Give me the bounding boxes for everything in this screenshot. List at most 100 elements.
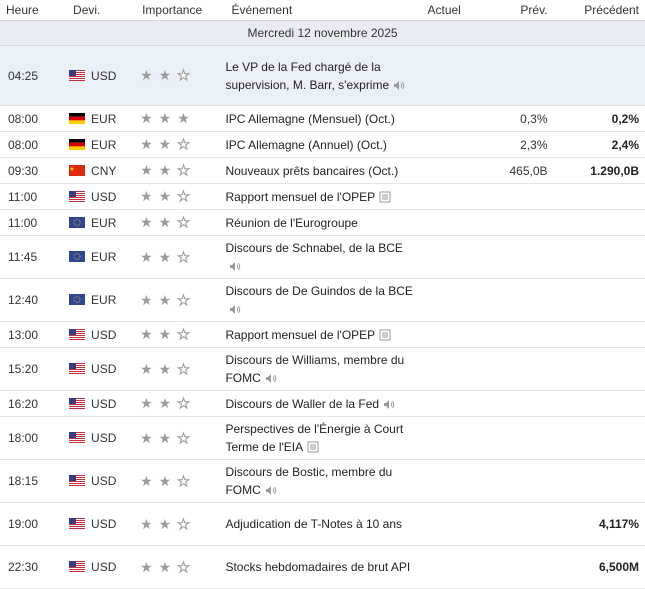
event-actual — [421, 545, 497, 589]
doc-icon[interactable] — [375, 190, 391, 204]
importance-star-icon: ★ — [140, 67, 153, 83]
event-row[interactable]: 15:20 USD ★ ★ ★ Discours de Williams, membre … — [0, 347, 645, 391]
speaker-icon[interactable] — [225, 302, 241, 316]
doc-icon[interactable] — [375, 328, 391, 342]
speaker-icon[interactable] — [261, 483, 277, 497]
event-row[interactable]: 08:00 EUR ★ ★ ★ IPC Allemagne (Mensuel) (Oct.… — [0, 105, 645, 132]
event-row[interactable]: 18:00 USD ★ ★ ★ Perspectives de l'Énergie à C… — [0, 416, 645, 460]
currency-code: USD — [91, 189, 117, 204]
importance-stars: ★ ★ ★ — [136, 459, 226, 503]
currency-code: USD — [91, 327, 117, 342]
event-cell[interactable]: Discours de Williams, membre du FOMC — [225, 347, 422, 391]
event-row[interactable]: 11:00 EUR ★ ★ ★ Réunion de l'Eurogroupe — [0, 209, 645, 236]
event-previous: 4,117% — [553, 502, 645, 546]
currency-code: EUR — [91, 250, 117, 264]
col-header-currency[interactable]: Devi. — [67, 0, 137, 21]
event-row[interactable]: 11:45 EUR ★ ★ ★ Discours de Schnabel, de la B… — [0, 235, 645, 279]
currency-code: USD — [91, 362, 117, 376]
event-name[interactable]: Perspectives de l'Énergie à Court Terme … — [225, 422, 404, 454]
event-cell[interactable]: Rapport mensuel de l'OPEP — [225, 183, 422, 210]
importance-star-icon: ★ — [177, 67, 191, 83]
event-name[interactable]: Discours de Waller de la Fed — [225, 396, 380, 411]
event-previous: 2,4% — [553, 131, 645, 158]
event-cell[interactable]: Le VP de la Fed chargé de la supervision… — [225, 45, 422, 106]
event-name[interactable]: IPC Allemagne (Mensuel) (Oct.) — [225, 111, 395, 126]
event-row[interactable]: 18:15 USD ★ ★ ★ Discours de Bostic, membre du… — [0, 459, 645, 503]
event-row[interactable]: 19:00 USD ★ ★ ★ Adjudication de T-Notes à 10 … — [0, 502, 645, 546]
event-cell[interactable]: Rapport mensuel de l'OPEP — [225, 321, 422, 348]
event-actual — [421, 416, 497, 460]
importance-star-icon: ★ — [177, 136, 191, 152]
event-name[interactable]: Nouveaux prêts bancaires (Oct.) — [225, 163, 399, 178]
event-cell[interactable]: Perspectives de l'Énergie à Court Terme … — [225, 416, 422, 460]
event-row[interactable]: 13:00 USD ★ ★ ★ Rapport mensuel de l'OPEP — [0, 321, 645, 348]
event-forecast — [496, 321, 554, 348]
importance-star-icon: ★ — [158, 136, 172, 152]
event-row[interactable]: 22:30 USD ★ ★ ★ Stocks hebdomadaires de brut … — [0, 545, 645, 589]
currency-code: EUR — [91, 111, 117, 126]
event-row[interactable]: 11:00 USD ★ ★ ★ Rapport mensuel de l'OPEP — [0, 183, 645, 210]
speaker-icon[interactable] — [225, 259, 241, 273]
event-row[interactable]: 09:30 CNY ★ ★ ★ Nouveaux prêts bancaires (Oct… — [0, 157, 645, 184]
event-name[interactable]: Rapport mensuel de l'OPEP — [225, 189, 376, 204]
importance-star-icon: ★ — [140, 110, 153, 126]
importance-star-icon: ★ — [140, 558, 153, 575]
importance-star-icon: ★ — [158, 360, 172, 377]
flag-us-icon — [67, 431, 91, 445]
event-name[interactable]: Stocks hebdomadaires de brut API — [225, 560, 411, 574]
importance-star-icon: ★ — [177, 429, 191, 446]
event-row[interactable]: 12:40 EUR ★ ★ ★ Discours de De Guindos de la … — [0, 278, 645, 322]
event-cell[interactable]: Nouveaux prêts bancaires (Oct.) — [225, 157, 422, 184]
event-time: 08:00 — [0, 105, 68, 132]
event-forecast — [496, 347, 554, 391]
event-forecast — [496, 278, 554, 322]
col-header-previous[interactable]: Précédent — [553, 0, 645, 21]
event-row[interactable]: 08:00 EUR ★ ★ ★ IPC Allemagne (Annuel) (Oct.)… — [0, 131, 645, 158]
event-time: 16:20 — [0, 390, 68, 417]
event-name[interactable]: Discours de De Guindos de la BCE — [225, 284, 413, 298]
event-actual — [421, 183, 497, 210]
col-header-forecast[interactable]: Prév. — [496, 0, 554, 21]
event-previous — [553, 235, 645, 279]
speaker-icon[interactable] — [379, 397, 395, 411]
event-previous: 0,2% — [553, 105, 645, 132]
event-actual — [421, 347, 497, 391]
event-cell[interactable]: IPC Allemagne (Annuel) (Oct.) — [225, 131, 422, 158]
doc-icon[interactable] — [303, 440, 319, 454]
event-name[interactable]: Discours de Bostic, membre du FOMC — [225, 465, 393, 497]
event-name[interactable]: Discours de Williams, membre du FOMC — [225, 353, 405, 385]
event-cell[interactable]: Discours de Waller de la Fed — [225, 390, 422, 417]
event-cell[interactable]: IPC Allemagne (Mensuel) (Oct.) — [225, 105, 422, 132]
importance-star-icon: ★ — [158, 515, 172, 532]
event-time: 15:20 — [0, 347, 68, 391]
event-name[interactable]: Réunion de l'Eurogroupe — [225, 215, 358, 230]
col-header-importance[interactable]: Importance — [136, 0, 226, 21]
event-cell[interactable]: Adjudication de T-Notes à 10 ans — [225, 502, 422, 546]
importance-star-icon: ★ — [158, 110, 172, 126]
col-header-time[interactable]: Heure — [0, 0, 68, 21]
col-header-actual[interactable]: Actuel — [421, 0, 497, 21]
event-name[interactable]: Discours de Schnabel, de la BCE — [225, 241, 403, 255]
importance-stars: ★ ★ ★ — [136, 105, 226, 132]
event-time: 09:30 — [0, 157, 68, 184]
event-cell[interactable]: Discours de De Guindos de la BCE — [225, 278, 422, 322]
event-name[interactable]: IPC Allemagne (Annuel) (Oct.) — [225, 137, 387, 152]
event-name[interactable]: Le VP de la Fed chargé de la supervision… — [225, 59, 390, 92]
importance-star-icon: ★ — [140, 248, 153, 265]
event-row[interactable]: 16:20 USD ★ ★ ★ Discours de Waller de la Fed — [0, 390, 645, 417]
flag-us-icon — [67, 517, 91, 531]
event-cell[interactable]: Réunion de l'Eurogroupe — [225, 209, 422, 236]
event-cell[interactable]: Discours de Bostic, membre du FOMC — [225, 459, 422, 503]
speaker-icon[interactable] — [261, 371, 277, 385]
event-row[interactable]: 04:25 USD ★ ★ ★ Le VP de la Fed chargé de la … — [0, 45, 645, 106]
event-actual — [421, 131, 497, 158]
date-label: Mercredi 12 novembre 2025 — [0, 20, 645, 46]
event-name[interactable]: Rapport mensuel de l'OPEP — [225, 327, 376, 342]
event-name[interactable]: Adjudication de T-Notes à 10 ans — [225, 517, 403, 531]
col-header-event[interactable]: Événement — [225, 0, 422, 21]
importance-star-icon: ★ — [158, 291, 172, 308]
event-cell[interactable]: Stocks hebdomadaires de brut API — [225, 545, 422, 589]
speaker-icon[interactable] — [389, 78, 405, 92]
event-cell[interactable]: Discours de Schnabel, de la BCE — [225, 235, 422, 279]
event-currency: EUR — [67, 105, 137, 132]
